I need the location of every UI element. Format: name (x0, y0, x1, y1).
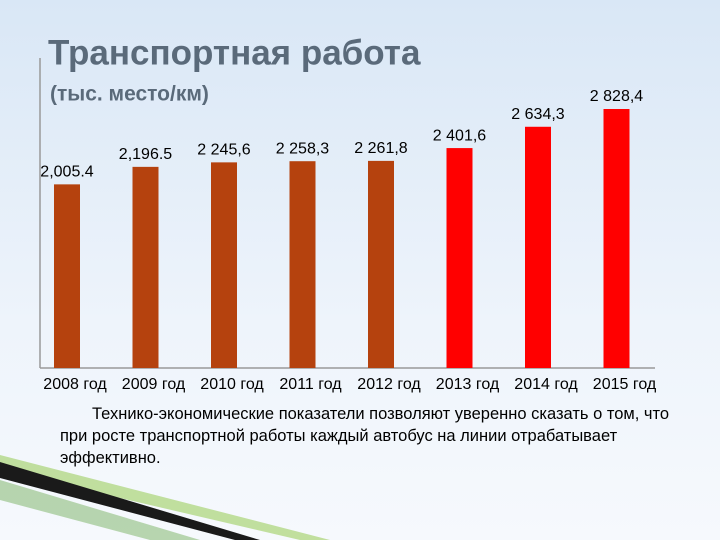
bar (289, 161, 316, 368)
x-tick-label: 2014 год (514, 376, 578, 393)
x-tick-label: 2009 год (122, 376, 186, 393)
bar (132, 166, 159, 368)
value-label: 2 245,6 (197, 142, 250, 159)
bar (368, 160, 394, 368)
value-label: 2,005.4 (40, 164, 93, 181)
bar (603, 109, 630, 368)
decor (0, 455, 330, 540)
decor (0, 462, 260, 540)
x-tick-label: 2011 год (279, 376, 342, 393)
x-tick-label: 2010 год (200, 376, 264, 393)
x-tick-label: 2013 год (436, 376, 500, 393)
bar (525, 126, 551, 368)
value-label: 2 261,8 (354, 140, 407, 157)
value-label: 2,196.5 (119, 146, 172, 163)
value-label: 2 258,3 (276, 140, 329, 157)
value-label: 2 401,6 (433, 127, 486, 144)
chart-subtitle: (тыс. место/км) (50, 83, 209, 106)
chart-title: Транспортная работа (48, 33, 421, 72)
x-tick-label: 2008 год (43, 376, 107, 393)
value-label: 2 634,3 (511, 106, 564, 123)
decor (0, 480, 200, 540)
bar (211, 162, 237, 368)
value-label: 2 828,4 (590, 88, 643, 105)
x-tick-label: 2012 год (357, 376, 421, 393)
caption: Технико-экономические показатели позволя… (60, 405, 670, 467)
x-tick-label: 2015 год (593, 376, 657, 393)
bar (54, 184, 80, 368)
bar (446, 148, 473, 368)
